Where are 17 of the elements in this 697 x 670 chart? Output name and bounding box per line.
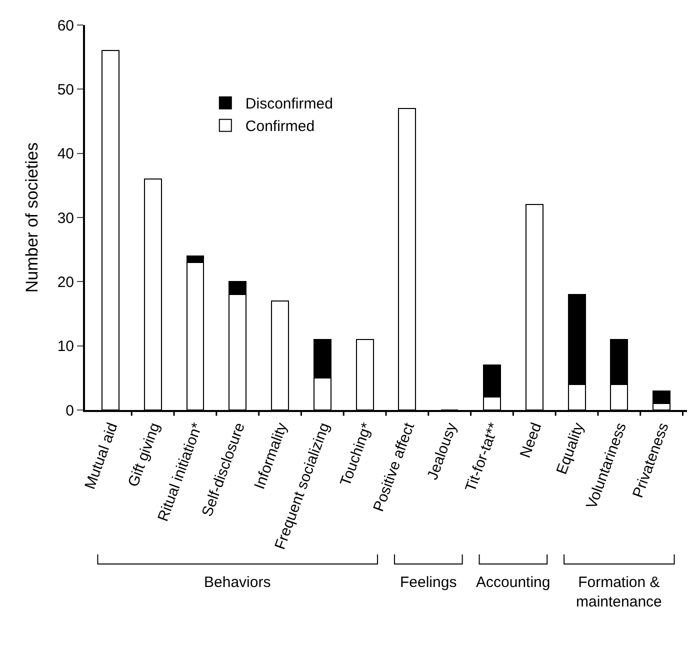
y-tick-label: 60 bbox=[57, 17, 74, 34]
y-tick-label: 0 bbox=[66, 402, 74, 420]
y-tick-label: 20 bbox=[57, 274, 74, 291]
y-tick-label: 30 bbox=[57, 210, 74, 227]
y-tick-label: 50 bbox=[57, 81, 74, 98]
legend-label: Confirmed bbox=[245, 118, 315, 136]
y-tick-label: 10 bbox=[57, 338, 74, 356]
x-tick-label: Gift giving bbox=[124, 420, 164, 490]
text: Formation & maintenance bbox=[576, 574, 662, 610]
y-tick-label: 40 bbox=[57, 146, 74, 163]
text: Accounting bbox=[476, 574, 550, 591]
text: Feelings bbox=[400, 574, 457, 591]
text: Behaviors bbox=[204, 574, 271, 591]
x-tick-label: Mutual aid bbox=[82, 420, 122, 492]
x-tick-label: Need bbox=[516, 420, 546, 460]
legend-label: Disconfirmed bbox=[245, 96, 333, 113]
y-axis-title: Number of societies bbox=[22, 142, 42, 293]
